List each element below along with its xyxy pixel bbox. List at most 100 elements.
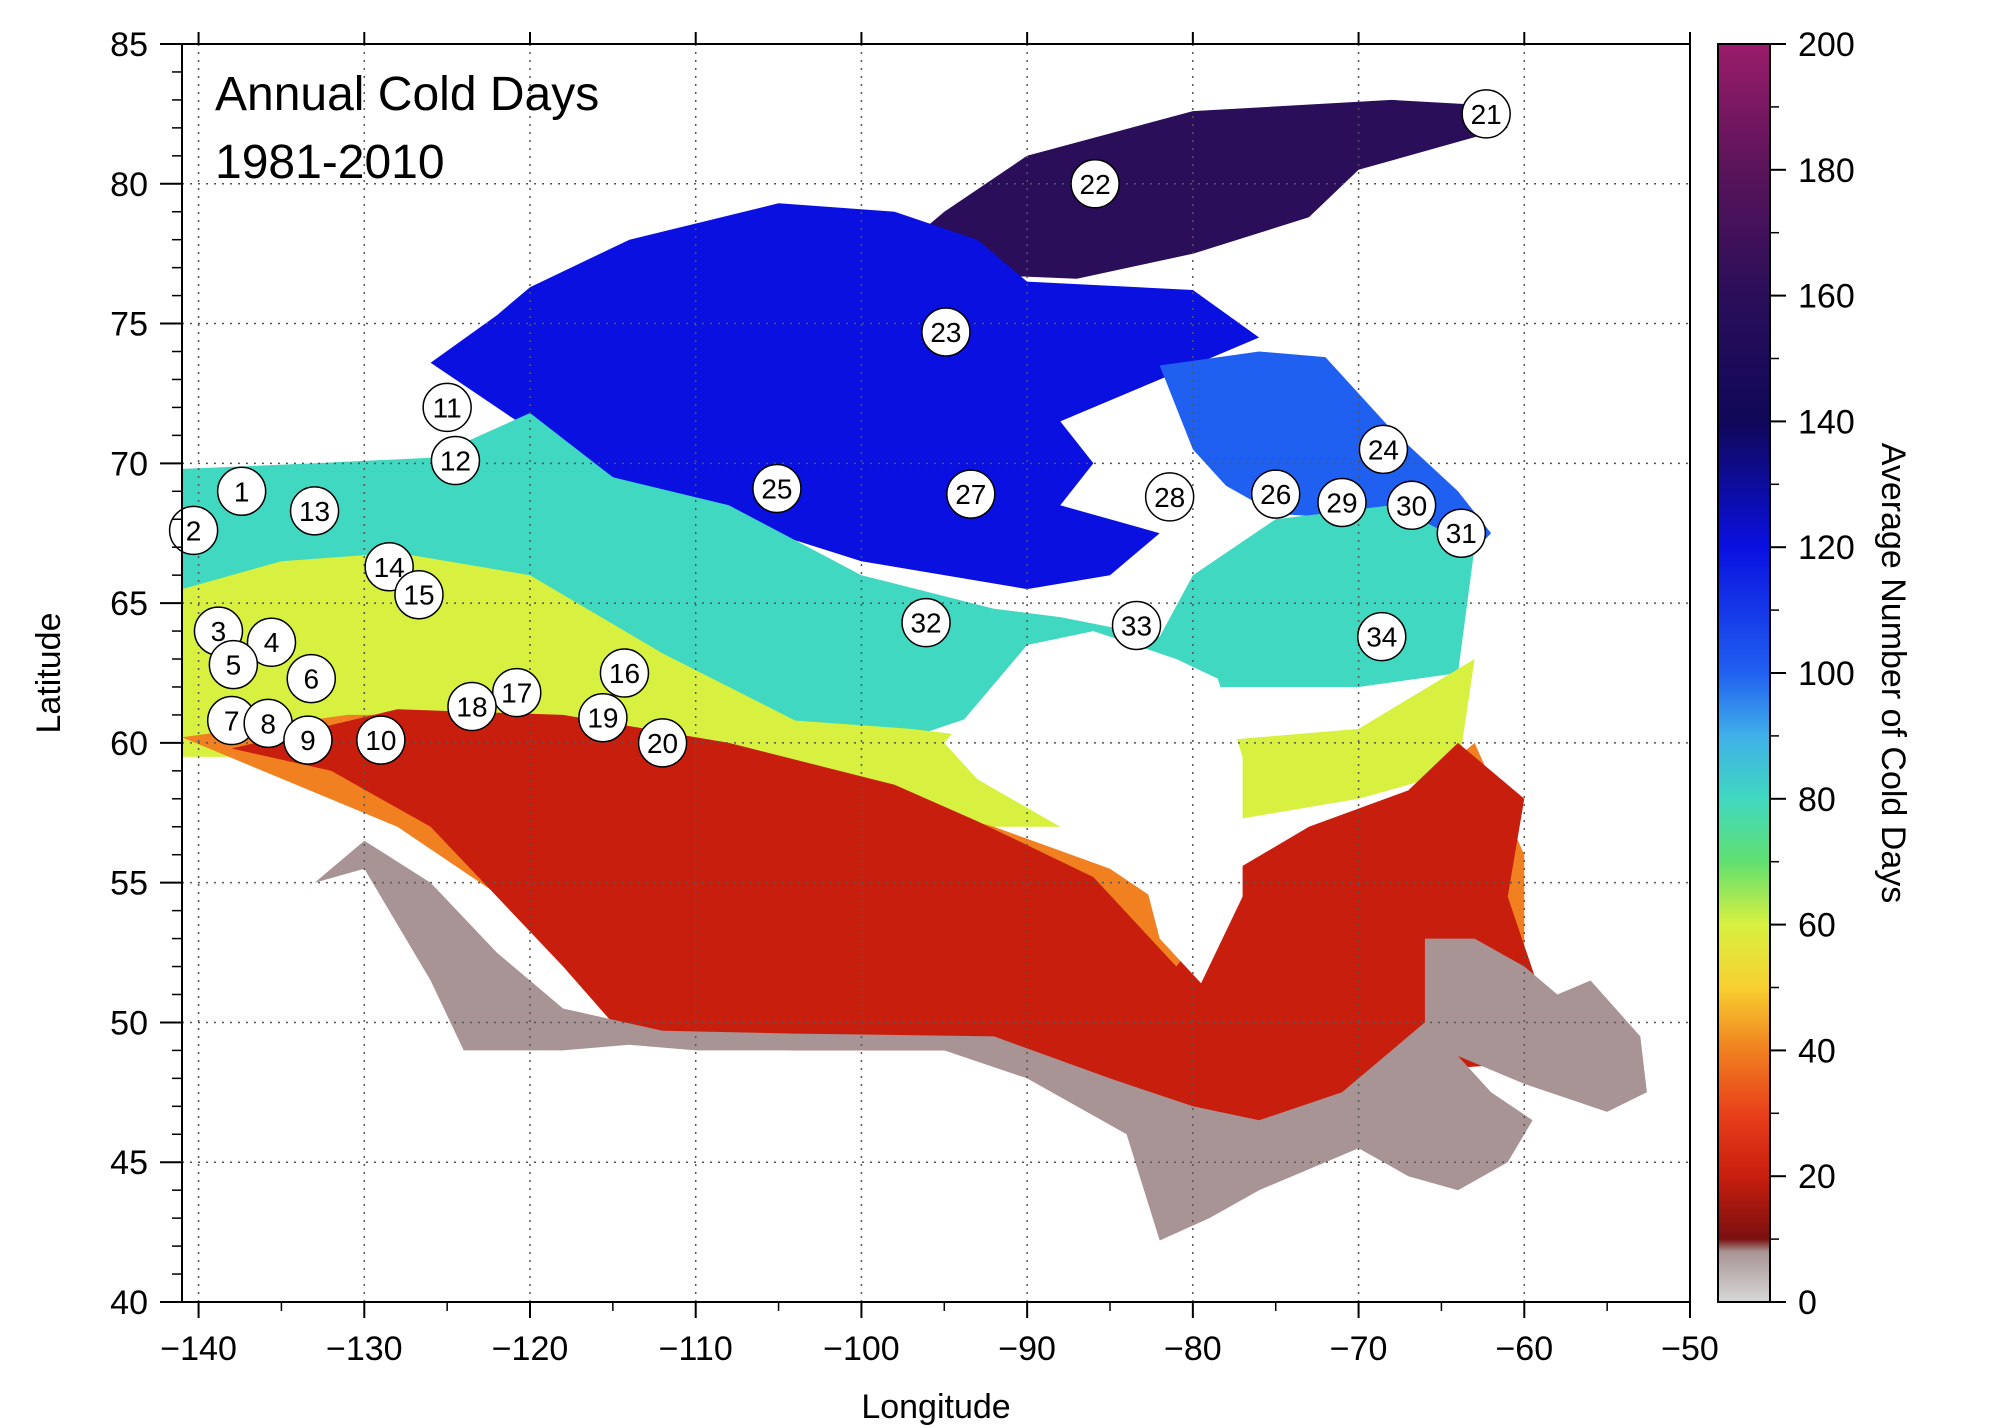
station-circle xyxy=(1436,508,1487,558)
colorbar-tick-label: 20 xyxy=(1798,1158,1836,1196)
station-label: 31 xyxy=(1446,518,1477,549)
plot-frame xyxy=(181,43,1691,1303)
station-circle xyxy=(1111,600,1162,651)
station-marker-20: 20 xyxy=(637,718,688,768)
station-marker-19: 19 xyxy=(578,692,628,743)
station-label: 34 xyxy=(1366,622,1397,653)
station-marker-22: 22 xyxy=(1070,159,1120,209)
station-marker-18: 18 xyxy=(447,681,497,732)
y-tick-label: 45 xyxy=(110,1144,148,1182)
station-label: 1 xyxy=(234,476,250,507)
station-label: 17 xyxy=(501,678,532,709)
station-label: 8 xyxy=(260,708,276,739)
station-label: 4 xyxy=(264,627,280,658)
y-tick-label: 75 xyxy=(110,306,148,344)
region-hudson-bay xyxy=(944,631,1243,984)
station-circle xyxy=(289,486,340,536)
station-label: 13 xyxy=(299,496,330,527)
map-title-line-2: 1981-2010 xyxy=(215,136,445,189)
station-circle xyxy=(286,653,337,704)
station-marker-29: 29 xyxy=(1317,477,1367,528)
station-label: 30 xyxy=(1396,490,1427,521)
station-label: 29 xyxy=(1326,487,1357,518)
station-circle xyxy=(1144,472,1195,522)
station-marker-34: 34 xyxy=(1357,611,1407,662)
station-marker-9: 9 xyxy=(283,715,333,765)
station-label: 32 xyxy=(910,608,941,639)
y-axis: 40 45 50 55 60 65 70 75 80 85 xyxy=(110,26,182,1322)
colorbar-tick-label: 60 xyxy=(1798,907,1836,945)
station-circle xyxy=(946,469,996,519)
station-label: 2 xyxy=(186,515,202,546)
station-label: 33 xyxy=(1121,610,1152,641)
x-axis-label: Longitude xyxy=(861,1388,1010,1426)
station-circle xyxy=(208,639,259,690)
station-label: 18 xyxy=(456,692,487,723)
station-marker-27: 27 xyxy=(946,469,996,519)
station-marker-32: 32 xyxy=(901,597,951,648)
y-tick-label: 40 xyxy=(110,1284,148,1322)
station-label: 11 xyxy=(433,392,462,423)
x-tick-label: −50 xyxy=(1661,1330,1719,1368)
station-circle xyxy=(901,597,951,648)
station-label: 7 xyxy=(224,706,240,737)
station-marker-1: 1 xyxy=(216,466,267,517)
station-marker-23: 23 xyxy=(921,307,971,357)
station-label: 9 xyxy=(300,725,316,756)
x-tick-label: −80 xyxy=(1164,1330,1222,1368)
colorbar-tick-label: 120 xyxy=(1798,529,1855,567)
station-circle xyxy=(430,435,481,486)
y-tick-label: 80 xyxy=(110,166,148,204)
station-circle xyxy=(447,681,497,732)
y-tick-label: 60 xyxy=(110,725,148,763)
station-marker-6: 6 xyxy=(286,653,337,704)
station-circle xyxy=(394,569,444,620)
station-label: 27 xyxy=(955,479,986,510)
y-tick-label: 70 xyxy=(110,445,148,483)
station-marker-8: 8 xyxy=(243,698,293,749)
region-arctic-islands xyxy=(430,203,1260,590)
colorbar-tick-label: 140 xyxy=(1798,403,1855,441)
station-marker-16: 16 xyxy=(599,648,650,698)
station-circle xyxy=(491,667,542,718)
station-marker-13: 13 xyxy=(289,486,340,536)
station-circle xyxy=(1358,424,1409,475)
station-circle xyxy=(1250,469,1301,519)
station-marker-26: 26 xyxy=(1250,469,1301,519)
y-tick-label: 65 xyxy=(110,585,148,623)
region-mild-south xyxy=(314,840,1647,1241)
station-circle xyxy=(356,715,406,765)
station-label: 12 xyxy=(440,446,471,477)
region-band-22 xyxy=(231,709,1541,1135)
station-label: 6 xyxy=(303,664,319,695)
station-label: 24 xyxy=(1368,434,1399,465)
station-label: 19 xyxy=(587,703,618,734)
y-axis-label: Latitude xyxy=(30,613,68,734)
colorbar-tick-label: 100 xyxy=(1798,655,1855,693)
station-label: 5 xyxy=(226,650,242,681)
station-marker-21: 21 xyxy=(1461,89,1511,139)
station-marker-33: 33 xyxy=(1111,600,1162,651)
station-label: 15 xyxy=(403,580,434,611)
colorbar-tick-label: 80 xyxy=(1798,781,1836,819)
colorbar-tick-label: 0 xyxy=(1798,1284,1817,1322)
station-label: 25 xyxy=(761,473,792,504)
temperature-regions xyxy=(182,99,1647,1241)
region-high-arctic xyxy=(911,99,1508,279)
station-label: 22 xyxy=(1080,169,1111,200)
y-tick-label: 50 xyxy=(110,1004,148,1042)
station-label: 16 xyxy=(609,658,640,689)
station-marker-31: 31 xyxy=(1436,508,1487,558)
colorbar xyxy=(1717,43,1771,1303)
station-marker-5: 5 xyxy=(208,639,259,690)
y-tick-label: 85 xyxy=(110,26,148,64)
station-label: 3 xyxy=(211,616,227,647)
station-circle xyxy=(752,463,802,514)
station-circle xyxy=(1386,480,1437,531)
x-tick-label: −120 xyxy=(492,1330,569,1368)
x-tick-label: −60 xyxy=(1495,1330,1553,1368)
station-circle xyxy=(246,617,297,667)
station-circle xyxy=(422,382,472,433)
x-tick-label: −130 xyxy=(326,1330,403,1368)
